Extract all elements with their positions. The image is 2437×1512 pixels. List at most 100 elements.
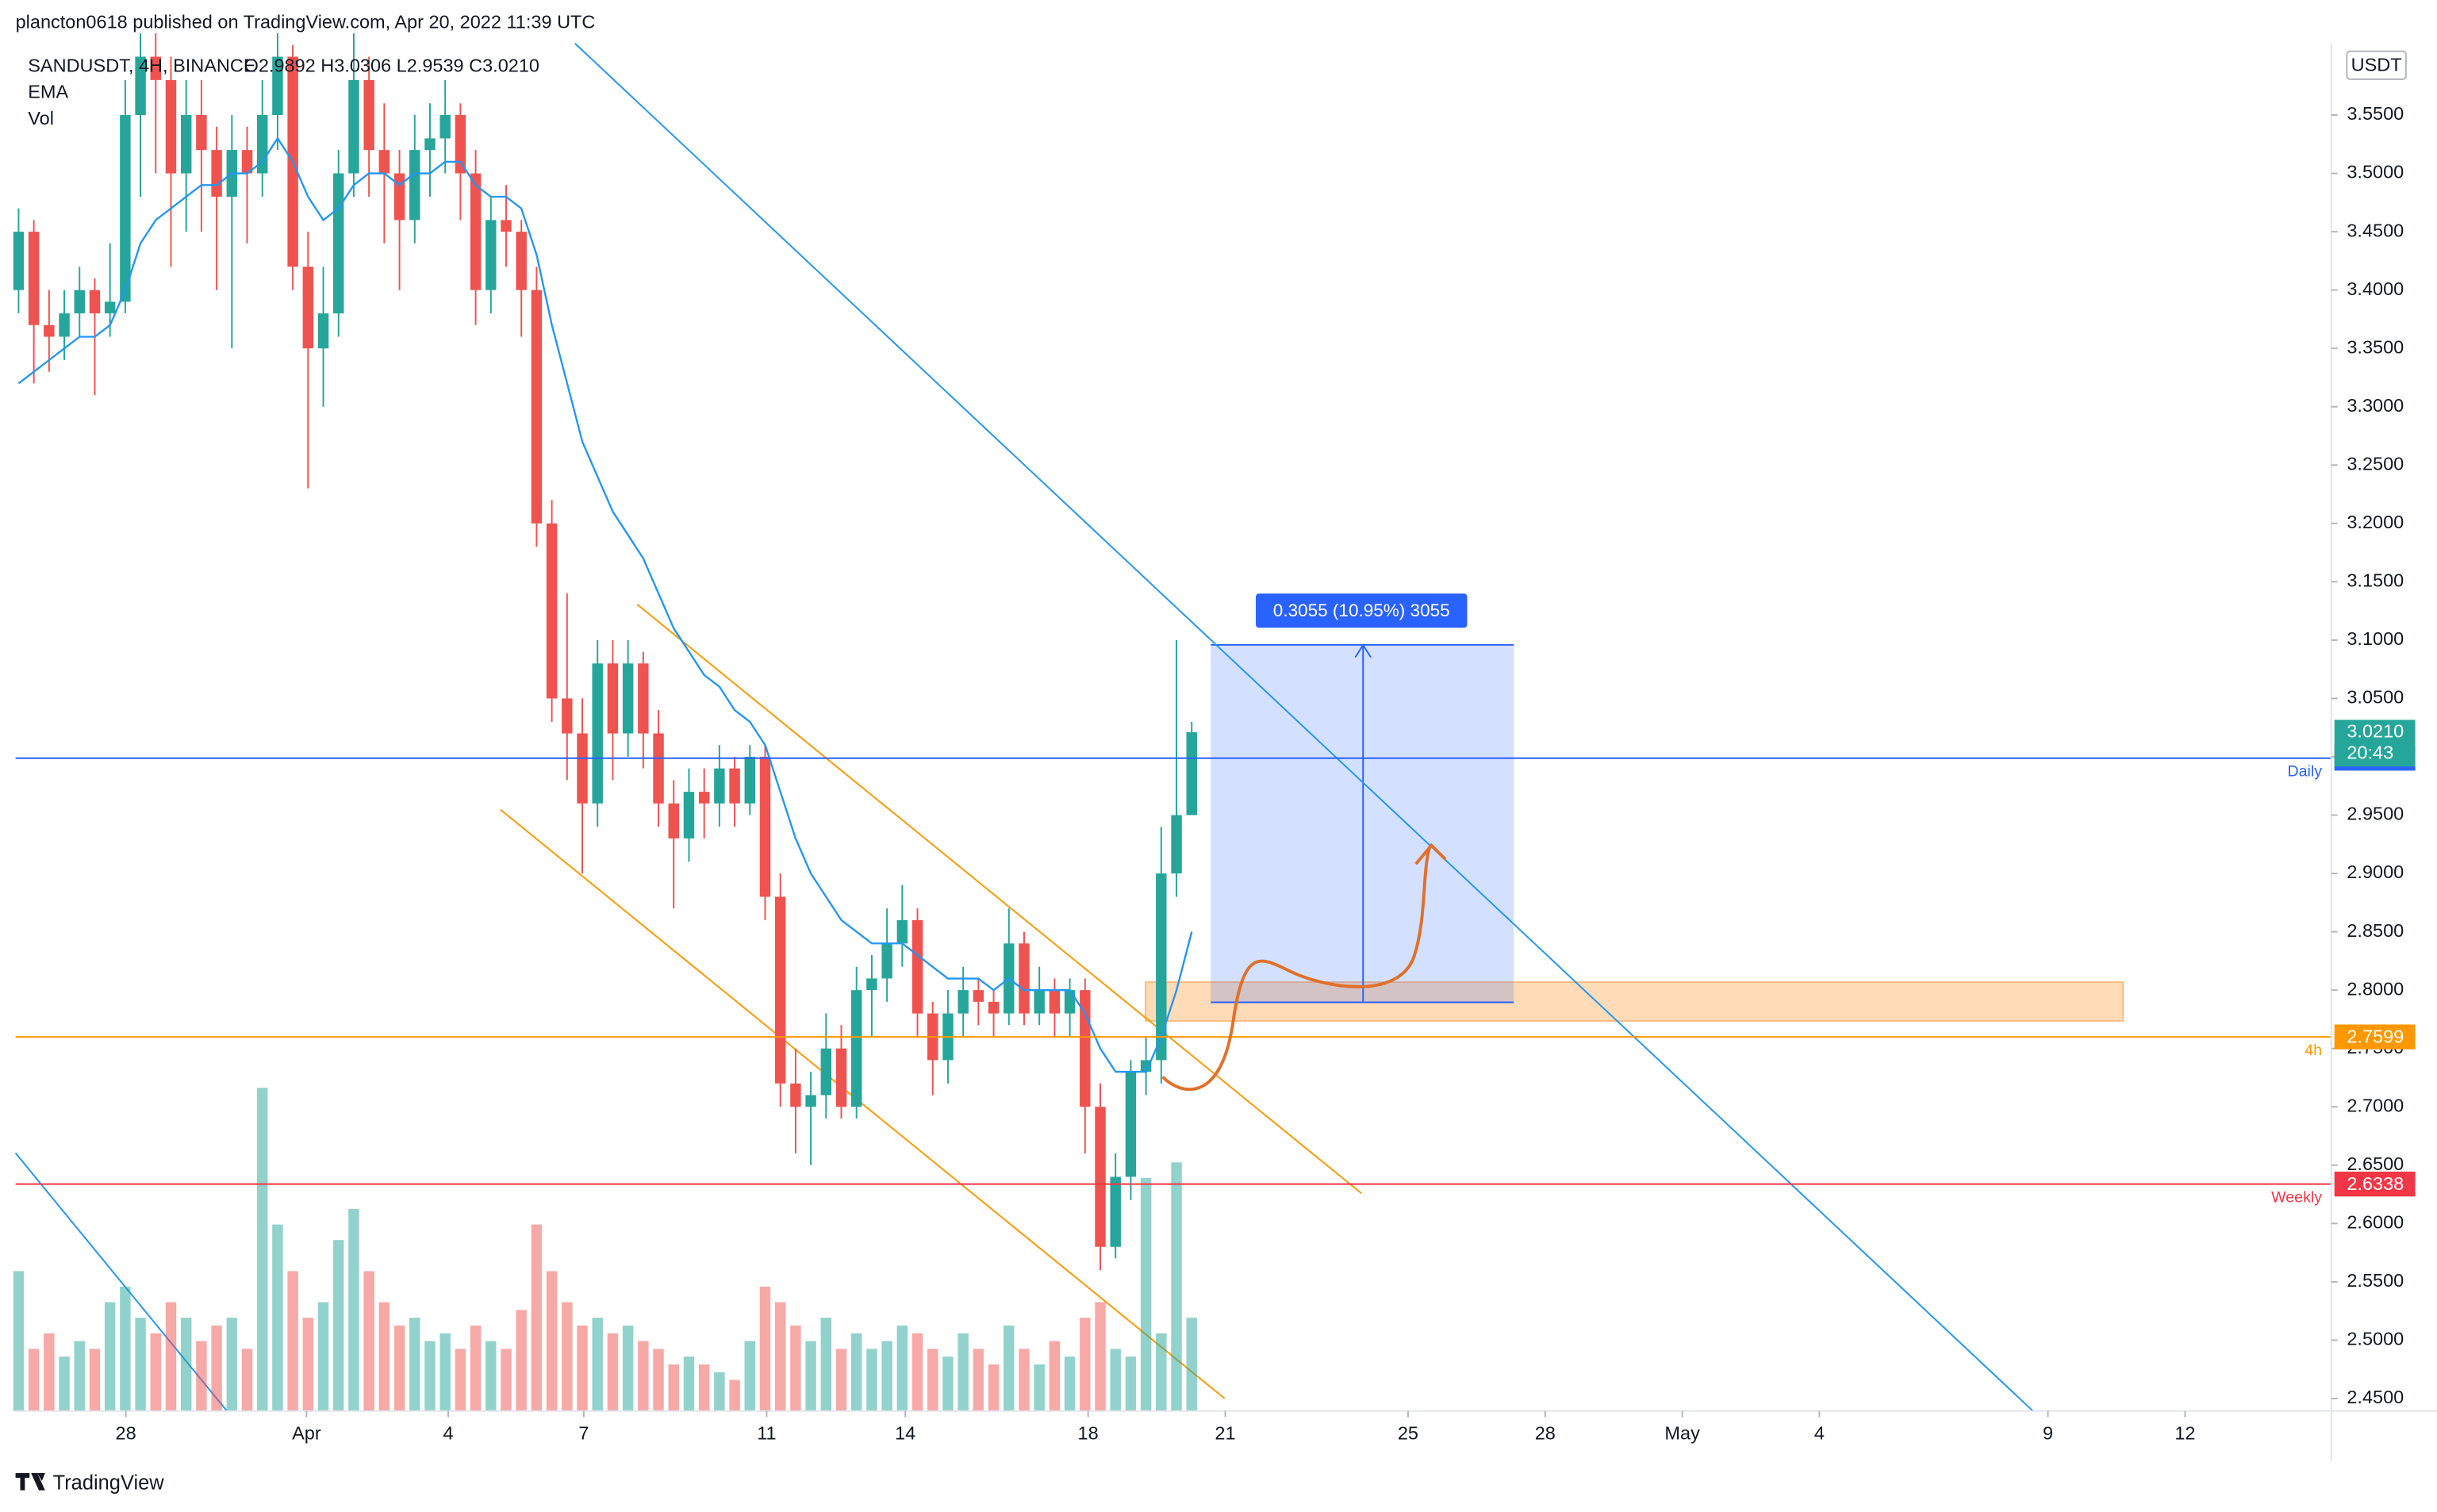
x-tick-label: 9 bbox=[2043, 1422, 2053, 1443]
volume-bar bbox=[150, 1333, 162, 1411]
volume-bar bbox=[89, 1349, 101, 1411]
x-tick-label: May bbox=[1664, 1422, 1700, 1443]
candle-body bbox=[850, 990, 862, 1107]
candle-body bbox=[501, 220, 512, 232]
candle-body bbox=[1110, 1176, 1121, 1247]
candle-body bbox=[1019, 943, 1030, 1014]
candle-body bbox=[653, 733, 664, 804]
ema-line bbox=[17, 136, 1193, 1073]
position-label-box bbox=[1256, 593, 1468, 628]
volume-bar bbox=[256, 1088, 268, 1411]
volume-bar bbox=[59, 1357, 70, 1411]
volume-bar bbox=[881, 1341, 892, 1411]
volume-bar bbox=[1095, 1302, 1106, 1411]
level-name: Daily bbox=[2288, 763, 2323, 781]
volume-bar bbox=[13, 1271, 25, 1411]
volume-bar bbox=[1125, 1357, 1137, 1411]
volume-bar bbox=[516, 1310, 527, 1411]
volume-bar bbox=[790, 1325, 801, 1411]
candle-body bbox=[211, 150, 222, 197]
volume-bar bbox=[988, 1364, 1000, 1411]
volume-bar bbox=[958, 1333, 969, 1411]
y-tick-label: 2.6000 bbox=[2347, 1212, 2404, 1233]
candle-body bbox=[531, 290, 543, 524]
position-label: 0.3055 (10.95%) 3055 bbox=[1273, 601, 1450, 620]
volume-bar bbox=[241, 1349, 253, 1411]
legend-ema: EMA bbox=[28, 82, 68, 102]
volume-bar bbox=[1080, 1318, 1091, 1411]
candle-body bbox=[317, 313, 329, 349]
x-tick-label: 4 bbox=[1814, 1422, 1825, 1443]
candle-body bbox=[958, 990, 969, 1014]
candle-body bbox=[393, 173, 405, 221]
volume-bar bbox=[104, 1302, 116, 1411]
channel-line bbox=[636, 604, 1362, 1195]
candle-body bbox=[378, 150, 390, 174]
plot bbox=[13, 33, 2331, 1411]
volume-bar bbox=[911, 1333, 923, 1411]
volume-bar bbox=[348, 1209, 359, 1411]
x-tick-label: 21 bbox=[1215, 1422, 1235, 1443]
legend-vol: Vol bbox=[28, 108, 54, 129]
y-tick-label: 2.7000 bbox=[2347, 1095, 2404, 1115]
candle-body bbox=[714, 768, 725, 804]
volume-bar bbox=[501, 1349, 512, 1411]
candle-body bbox=[439, 115, 451, 139]
candle-body bbox=[790, 1083, 801, 1107]
candle-body bbox=[881, 943, 892, 979]
volume-bar bbox=[714, 1372, 725, 1411]
last-price-box bbox=[2334, 720, 2416, 767]
footer: TradingView bbox=[53, 1472, 165, 1494]
volume-bar bbox=[165, 1302, 177, 1411]
candle-body bbox=[866, 978, 877, 991]
x-tick-label: 7 bbox=[578, 1422, 589, 1443]
volume-bar bbox=[211, 1325, 222, 1411]
y-tick-label: 3.4000 bbox=[2347, 278, 2404, 299]
header: plancton0618 published on TradingView.co… bbox=[16, 12, 596, 33]
candle-body bbox=[409, 150, 420, 221]
level-price-box bbox=[2334, 1171, 2416, 1197]
volume-bar bbox=[1019, 1349, 1030, 1411]
countdown: 20:43 bbox=[2347, 743, 2393, 763]
candle-body bbox=[424, 138, 436, 151]
y-tick-label: 3.5500 bbox=[2347, 103, 2404, 124]
y-tick-label: 3.2500 bbox=[2347, 453, 2404, 474]
currency: USDT bbox=[2351, 54, 2402, 75]
volume-bar bbox=[1034, 1364, 1045, 1411]
trendline bbox=[14, 1152, 228, 1412]
y-tick-label: 3.3000 bbox=[2347, 395, 2404, 416]
level-name: Weekly bbox=[2271, 1188, 2322, 1206]
volume-bar bbox=[302, 1318, 314, 1411]
candle-body bbox=[896, 919, 908, 944]
measure-arrowhead bbox=[1354, 643, 1372, 658]
x-tick-label: 25 bbox=[1398, 1422, 1418, 1443]
candle-body bbox=[607, 663, 619, 734]
volume-bar bbox=[287, 1271, 298, 1411]
volume-bar bbox=[774, 1302, 786, 1411]
y-tick-label: 2.9500 bbox=[2347, 804, 2404, 824]
candle-body bbox=[333, 173, 344, 314]
candle-body bbox=[74, 290, 85, 314]
volume-bar bbox=[759, 1286, 771, 1411]
currency-box bbox=[2346, 50, 2407, 80]
volume-bar bbox=[455, 1349, 466, 1411]
candle-body bbox=[485, 220, 497, 290]
last-price: 3.0210 bbox=[2347, 720, 2404, 741]
candle-body bbox=[638, 663, 649, 734]
volume-bar bbox=[1171, 1162, 1182, 1411]
candle-body bbox=[1171, 815, 1182, 874]
candle-body bbox=[59, 313, 70, 337]
volume-bar bbox=[638, 1341, 649, 1411]
candle-body bbox=[546, 523, 558, 699]
candle-body bbox=[683, 792, 695, 839]
volume-bar bbox=[927, 1349, 938, 1411]
volume-bar bbox=[653, 1349, 664, 1411]
volume-bar bbox=[805, 1341, 816, 1411]
volume-bar bbox=[28, 1349, 40, 1411]
candle-body bbox=[668, 803, 679, 839]
volume-bar bbox=[44, 1333, 55, 1411]
y-tick-label: 3.5000 bbox=[2347, 162, 2404, 182]
volume-bar bbox=[973, 1349, 984, 1411]
y-tick-label: 2.5000 bbox=[2347, 1329, 2404, 1349]
x-tick-label: 28 bbox=[1535, 1422, 1556, 1443]
